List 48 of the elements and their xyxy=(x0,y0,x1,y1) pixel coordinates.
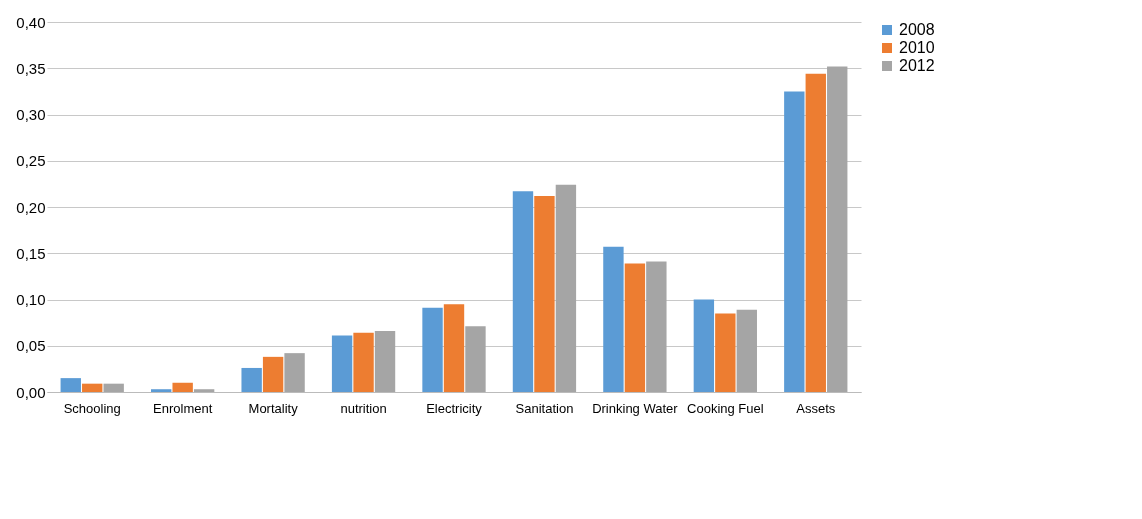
y-tick-label: 0,15 xyxy=(16,244,46,262)
y-tick-label: 0,25 xyxy=(16,152,46,170)
bar xyxy=(715,313,736,392)
y-tick-label: 0,00 xyxy=(16,383,46,401)
bar xyxy=(103,383,124,392)
y-tick-label: 0,10 xyxy=(16,291,46,308)
y-tick-label: 0,20 xyxy=(16,198,46,216)
bar xyxy=(827,66,848,392)
bar xyxy=(603,246,624,392)
bar xyxy=(443,304,465,392)
y-tick-label: 0,30 xyxy=(16,106,46,123)
bar xyxy=(624,263,646,392)
legend-label: 2012 xyxy=(899,57,935,74)
x-tick-label: Assets xyxy=(796,400,836,416)
y-tick-label: 0,35 xyxy=(16,59,46,77)
legend-label: 2008 xyxy=(899,21,935,38)
x-tick-label: Drinking Water xyxy=(592,400,679,416)
bar xyxy=(60,378,81,392)
x-tick-label: Sanitation xyxy=(515,400,574,416)
bar xyxy=(82,383,103,392)
bar xyxy=(805,73,826,392)
y-tick-label: 0,05 xyxy=(16,337,46,355)
x-tick-label: Cooking Fuel xyxy=(687,400,764,416)
x-tick-label: Enrolment xyxy=(153,400,213,416)
bar xyxy=(241,367,262,392)
bar xyxy=(693,299,715,392)
x-tick-label: Mortality xyxy=(248,400,299,416)
bar xyxy=(193,389,215,392)
x-tick-label: Electricity xyxy=(426,400,483,416)
bar xyxy=(374,330,396,392)
bar xyxy=(646,261,667,392)
bar xyxy=(172,382,193,392)
bar xyxy=(151,389,172,392)
bar xyxy=(284,353,305,392)
bar xyxy=(331,335,353,392)
x-tick-label: nutrition xyxy=(340,400,387,416)
bar xyxy=(784,91,805,392)
bar xyxy=(512,191,534,392)
bar xyxy=(736,309,757,392)
bar xyxy=(534,195,555,392)
bar xyxy=(262,356,284,392)
y-tick-label: 0,40 xyxy=(16,13,46,31)
bar xyxy=(353,332,374,392)
bar xyxy=(555,184,577,392)
x-tick-label: Schooling xyxy=(63,400,121,416)
bar xyxy=(422,307,443,392)
legend-label: 2010 xyxy=(899,39,935,56)
bar xyxy=(465,326,486,392)
